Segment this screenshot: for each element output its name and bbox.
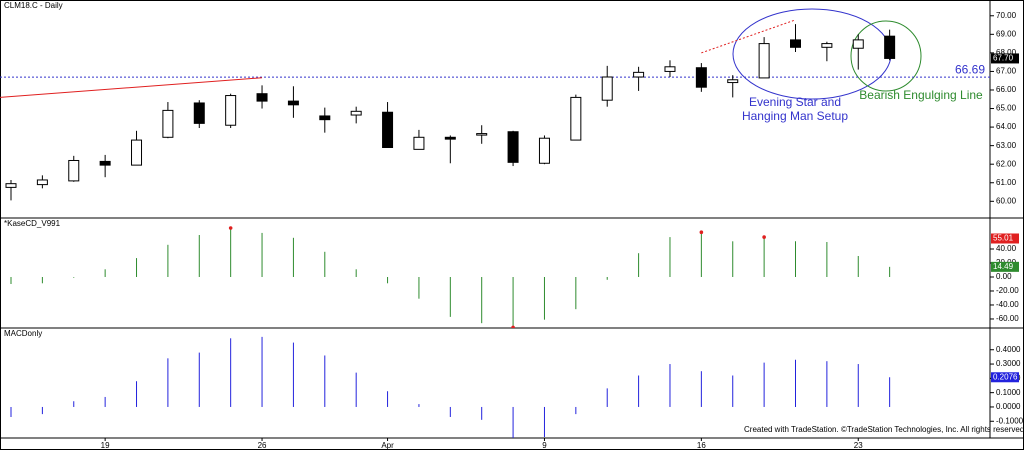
signal-dot — [699, 230, 704, 235]
candle-body — [131, 139, 143, 166]
candle-body — [319, 115, 331, 121]
price-tag-label: 55.01 — [993, 234, 1014, 243]
candle-body — [287, 100, 299, 106]
price-tag — [991, 261, 1019, 272]
candle-body — [476, 133, 488, 136]
trendline — [0, 77, 263, 98]
candle-body — [256, 93, 268, 102]
x-tick-label: 19 — [101, 441, 110, 450]
candle-body — [664, 66, 676, 72]
candle-body — [162, 109, 174, 138]
y-tick-label: 61.00 — [996, 178, 1017, 187]
y-tick-label: 0.00 — [996, 272, 1012, 281]
plot — [10, 336, 891, 438]
x-tick-label: 9 — [542, 441, 547, 450]
candle-body — [538, 137, 550, 164]
candle-body — [193, 102, 205, 124]
candle-body — [570, 96, 582, 141]
annotation: Bearish Engulging Line — [859, 88, 983, 102]
candle-body — [821, 43, 833, 48]
x-tick-label: 16 — [697, 441, 706, 450]
candle-body — [758, 43, 770, 79]
price-tag-label: 14.49 — [993, 262, 1014, 271]
candle-body — [225, 95, 237, 126]
y-tick-label: 70.00 — [996, 11, 1017, 20]
candle-body — [695, 67, 707, 88]
candle-body — [5, 183, 17, 188]
candle-body — [68, 159, 80, 182]
candle-body — [727, 79, 739, 84]
annotation: Hanging Man Setup — [742, 109, 848, 123]
y-tick-label: 0.1000 — [996, 388, 1021, 397]
x-tick-label: Apr — [381, 441, 394, 450]
candle-body — [99, 160, 111, 166]
y-tick-label: -40.00 — [996, 300, 1019, 309]
y-tick-label: 0.0000 — [996, 402, 1021, 411]
plot — [10, 226, 891, 328]
annotation: Evening Star and — [749, 95, 841, 109]
price-tag — [991, 233, 1019, 244]
plot — [0, 19, 990, 201]
y-tick-label: 65.00 — [996, 104, 1017, 113]
candle-body — [633, 71, 645, 78]
candle-body — [350, 110, 362, 116]
candle-body — [852, 39, 864, 49]
y-tick-label: 0.4000 — [996, 345, 1021, 354]
annotation-circle — [850, 20, 922, 92]
trendline — [701, 19, 796, 54]
y-tick-label: -20.00 — [996, 286, 1019, 295]
reference-label: 66.69 — [955, 62, 985, 76]
candle-body — [382, 111, 394, 148]
chart-title: CLM18.C - Daily — [4, 1, 63, 10]
price-tag-label: 0.2076 — [993, 372, 1018, 381]
signal-dot — [762, 235, 766, 239]
y-tick-label: -60.00 — [996, 314, 1019, 323]
y-tick-label: 62.00 — [996, 159, 1017, 168]
pane-title: *KaseCD_V991 — [4, 219, 61, 228]
candle-body — [507, 131, 519, 163]
signal-dot — [228, 226, 233, 230]
price-tag — [991, 53, 1019, 64]
candle-body — [36, 179, 48, 186]
x-tick-label: 26 — [258, 441, 267, 450]
x-tick-label: 23 — [854, 441, 863, 450]
y-tick-label: 0.3000 — [996, 359, 1021, 368]
y-tick-label: 69.00 — [996, 29, 1017, 38]
y-tick-label: 68.00 — [996, 48, 1017, 57]
signal-dot — [511, 325, 515, 328]
pane-title: MACDonly — [4, 329, 42, 338]
candle-body — [444, 136, 456, 140]
y-tick-label: 40.00 — [996, 244, 1017, 253]
price-tag-label: 67.70 — [993, 54, 1014, 63]
price-tag — [991, 372, 1019, 383]
candle-body — [413, 136, 425, 150]
y-tick-label: 60.00 — [996, 196, 1017, 205]
footer: Created with TradeStation. ©TradeStation… — [744, 425, 1024, 434]
y-tick-label: -0.1000 — [996, 416, 1024, 425]
candle-body — [884, 35, 896, 59]
y-tick-label: 63.00 — [996, 141, 1017, 150]
candle-body — [790, 39, 801, 48]
y-tick-label: 67.00 — [996, 67, 1017, 76]
y-tick-label: 64.00 — [996, 122, 1017, 131]
y-tick-label: 66.00 — [996, 85, 1017, 94]
candle-body — [601, 76, 613, 101]
